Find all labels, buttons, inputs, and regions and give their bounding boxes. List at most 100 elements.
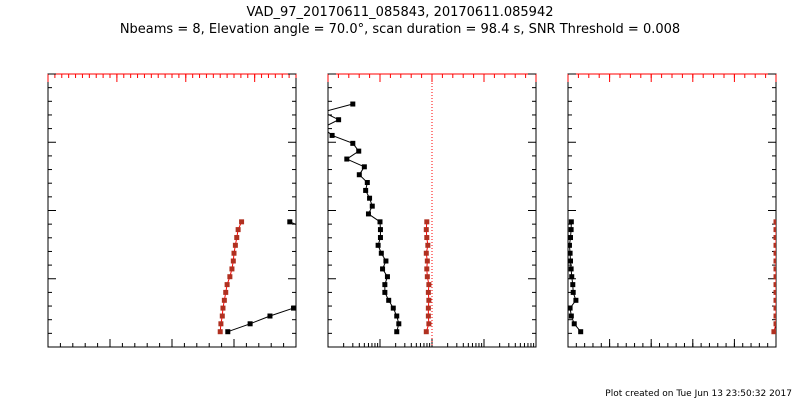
data-point (235, 227, 241, 233)
data-point (365, 211, 371, 217)
data-point (568, 258, 573, 264)
data-point (568, 227, 574, 233)
data-point (773, 321, 776, 327)
data-point (217, 329, 223, 335)
panel-2 (320, 73, 537, 348)
data-point (424, 219, 430, 225)
data-point (773, 289, 776, 295)
data-point (331, 243, 336, 248)
data-point (220, 305, 226, 311)
data-point (363, 187, 369, 193)
data-point (229, 266, 235, 272)
data-point (424, 266, 430, 272)
data-point (367, 195, 373, 201)
data-point (223, 289, 229, 295)
data-point (773, 250, 776, 256)
panel-3 (567, 73, 777, 348)
panel-1 (47, 73, 336, 348)
data-point (396, 321, 402, 327)
data-point (331, 259, 336, 264)
data-point (320, 109, 325, 114)
data-point (424, 235, 430, 241)
plot-frame (327, 73, 537, 348)
data-point (771, 329, 776, 335)
data-point (424, 258, 430, 264)
data-point (423, 227, 429, 233)
plot-frame (567, 73, 777, 348)
data-point (232, 242, 238, 248)
series-wind-direction (217, 219, 245, 335)
data-point (227, 274, 233, 280)
data-point (331, 282, 336, 287)
data-point (306, 298, 311, 303)
data-point (568, 313, 574, 319)
data-point (773, 227, 776, 233)
data-point (426, 297, 432, 303)
data-point (773, 235, 776, 241)
data-point (247, 321, 253, 327)
data-point (773, 297, 776, 303)
data-point (318, 290, 323, 295)
data-point (329, 132, 335, 138)
data-point (578, 329, 584, 335)
data-point (568, 219, 574, 225)
data-point (569, 274, 575, 280)
data-point (773, 282, 776, 288)
data-point (320, 125, 325, 130)
data-point (356, 148, 362, 154)
data-point (426, 321, 432, 327)
data-point (773, 274, 776, 280)
data-point (382, 282, 388, 288)
series-vertical-velocity (423, 219, 432, 335)
data-point (369, 203, 375, 209)
series-line (328, 103, 400, 332)
data-point (773, 305, 776, 311)
data-point (336, 117, 342, 123)
data-point (378, 250, 384, 256)
data-point (356, 172, 362, 178)
data-point (234, 235, 240, 241)
data-point (287, 219, 293, 225)
data-point (350, 101, 356, 107)
data-point (394, 313, 400, 319)
data-point (384, 274, 390, 280)
data-point (221, 297, 227, 303)
data-point (423, 329, 429, 335)
data-point (568, 235, 573, 241)
data-point (773, 313, 776, 319)
data-point (425, 242, 431, 248)
data-point (568, 250, 573, 256)
data-point (424, 274, 430, 280)
figure-title: VAD_97_20170611_085843, 20170611.085942 (247, 5, 554, 20)
data-point (571, 321, 577, 327)
data-point (573, 297, 579, 303)
data-point (225, 329, 231, 335)
data-point (267, 313, 273, 319)
data-point (773, 242, 776, 248)
data-point (386, 297, 392, 303)
series-correlation (771, 219, 776, 335)
series-line (227, 221, 296, 333)
data-point (390, 305, 396, 311)
data-point (773, 266, 776, 272)
data-point (377, 227, 383, 233)
data-point (425, 313, 431, 319)
data-point (423, 250, 429, 256)
data-point (318, 235, 323, 240)
series-residual (568, 219, 584, 335)
data-point (568, 242, 572, 248)
data-point (425, 289, 431, 295)
data-point (426, 282, 432, 288)
data-point (570, 289, 576, 295)
data-point (570, 282, 576, 288)
data-point (383, 258, 389, 264)
data-point (291, 305, 296, 311)
figure-subtitle: Nbeams = 8, Elevation angle = 70.0°, sca… (120, 22, 680, 37)
data-point (239, 219, 245, 225)
data-point (350, 140, 356, 146)
data-point (773, 258, 776, 264)
data-point (331, 266, 336, 271)
series-wind-speed (225, 219, 336, 335)
